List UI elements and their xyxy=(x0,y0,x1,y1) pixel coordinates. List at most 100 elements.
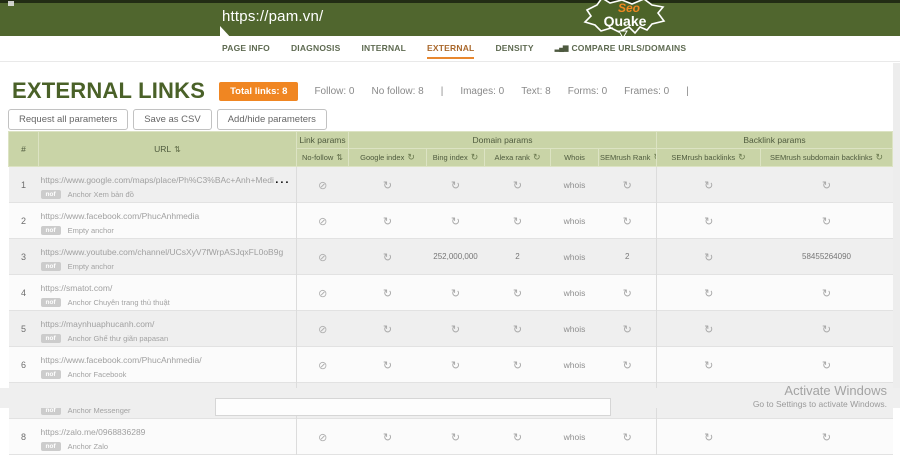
whois-link[interactable]: whois xyxy=(563,359,586,370)
refresh-icon[interactable]: ↻ xyxy=(512,359,523,372)
refresh-icon[interactable]: ↻ xyxy=(407,152,415,162)
whois-link[interactable]: whois xyxy=(563,431,586,442)
refresh-icon[interactable]: ↻ xyxy=(622,215,632,228)
column-header-semrush-subdomain-backlinks[interactable]: SEMrush subdomain backlinks ↻ xyxy=(759,148,894,167)
refresh-icon[interactable]: ↻ xyxy=(532,152,541,162)
whois-link[interactable]: whois xyxy=(563,179,586,190)
link-url[interactable]: https://www.youtube.com/channel/UCsXyV7f… xyxy=(40,247,284,257)
page-title: EXTERNAL LINKS xyxy=(12,78,206,103)
link-url[interactable]: https://www.facebook.com/PhucAnhmedia/ xyxy=(40,355,202,365)
refresh-icon[interactable]: ↻ xyxy=(821,179,832,192)
refresh-icon[interactable]: ↻ xyxy=(821,323,832,336)
refresh-icon[interactable]: ↻ xyxy=(622,431,632,444)
refresh-icon[interactable]: ↻ xyxy=(622,179,632,192)
refresh-icon[interactable]: ↻ xyxy=(382,287,393,300)
row-number: 5 xyxy=(20,323,26,334)
refresh-icon[interactable]: ↻ xyxy=(382,323,393,336)
link-url[interactable]: https://maynhuaphucanh.com/ xyxy=(40,319,155,329)
whois-link[interactable]: whois xyxy=(563,215,586,226)
refresh-icon[interactable]: ↻ xyxy=(821,215,832,228)
refresh-icon[interactable]: ↻ xyxy=(382,251,393,264)
refresh-icon[interactable]: ↻ xyxy=(653,152,655,162)
param-cell: ↻ xyxy=(599,275,657,311)
refresh-icon[interactable]: ↻ xyxy=(382,179,393,192)
refresh-icon[interactable]: ↻ xyxy=(821,359,832,372)
link-url[interactable]: https://zalo.me/0968836289 xyxy=(40,427,146,437)
refresh-icon[interactable]: ↻ xyxy=(450,179,461,192)
tab-compare-urls-domains[interactable]: ▂▄▆ COMPARE URLS/DOMAINS xyxy=(555,38,687,59)
tab-label: PAGE INFO xyxy=(222,43,270,53)
url-cell: https://maynhuaphucanh.com/ nof Anchor G… xyxy=(39,311,297,347)
nofollow-icon: ⊘ xyxy=(318,431,328,444)
nofollow-icon: ⊘ xyxy=(318,251,328,264)
tab-label: DIAGNOSIS xyxy=(290,43,341,53)
sort-icon[interactable]: ⇅ xyxy=(174,145,181,154)
refresh-icon[interactable]: ↻ xyxy=(622,323,632,336)
refresh-icon[interactable]: ↻ xyxy=(704,287,714,300)
column-header-bing-index[interactable]: Bing index ↻ xyxy=(426,148,485,167)
link-anchor: Anchor Facebook xyxy=(67,370,127,379)
refresh-icon[interactable]: ↻ xyxy=(704,323,714,336)
whois-link[interactable]: whois xyxy=(563,323,586,334)
refresh-icon[interactable]: ↻ xyxy=(470,152,479,162)
refresh-icon[interactable]: ↻ xyxy=(821,287,832,300)
sort-icon[interactable]: ⇅ xyxy=(336,153,343,162)
tab-label: INTERNAL xyxy=(361,43,407,53)
param-cell: ↻ xyxy=(427,167,485,203)
refresh-icon[interactable]: ↻ xyxy=(450,323,461,336)
refresh-icon[interactable]: ↻ xyxy=(450,359,461,372)
whois-link[interactable]: whois xyxy=(563,251,586,262)
whois-link[interactable]: whois xyxy=(563,287,586,298)
param-cell: ↻ xyxy=(761,347,893,383)
link-url[interactable]: https://www.google.com/maps/place/Ph%C3%… xyxy=(40,175,293,185)
link-url[interactable]: https://www.facebook.com/PhucAnhmedia xyxy=(40,211,200,221)
refresh-icon[interactable]: ↻ xyxy=(382,215,393,228)
url-cell: https://www.facebook.com/PhucAnhmedia no… xyxy=(39,203,297,239)
param-cell: ⊘ xyxy=(296,310,349,347)
refresh-icon[interactable]: ↻ xyxy=(622,359,632,372)
tab-internal[interactable]: INTERNAL xyxy=(361,38,406,59)
param-value: 58455264090 xyxy=(802,252,851,261)
param-cell: ↻ xyxy=(599,311,657,347)
tab-page-info[interactable]: PAGE INFO xyxy=(222,38,270,59)
refresh-icon[interactable]: ↻ xyxy=(512,215,523,228)
refresh-icon[interactable]: ↻ xyxy=(512,287,523,300)
refresh-icon[interactable]: ↻ xyxy=(622,287,632,300)
add-hide-parameters-button[interactable]: Add/hide parameters xyxy=(216,109,327,130)
tab-external[interactable]: EXTERNAL xyxy=(427,38,475,59)
request-all-parameters-button[interactable]: Request all parameters xyxy=(8,109,129,130)
group-header-domain-params: Domain params xyxy=(348,131,657,149)
column-header-semrush-backlinks[interactable]: SEMrush backlinks ↻ xyxy=(656,148,761,167)
seoquake-logo: Seo Quake xyxy=(583,0,667,40)
scrollbar-track[interactable] xyxy=(893,63,900,388)
refresh-icon[interactable]: ↻ xyxy=(450,215,461,228)
refresh-icon[interactable]: ↻ xyxy=(704,431,714,444)
column-header-url[interactable]: URL ⇅ xyxy=(38,131,297,167)
column-header-google-index[interactable]: Google index ↻ xyxy=(348,148,427,167)
param-cell: ↻ xyxy=(427,275,485,311)
link-tag-badge: nof xyxy=(40,442,61,451)
column-header-alexa-rank[interactable]: Alexa rank ↻ xyxy=(484,148,551,167)
link-url[interactable]: https://smatot.com/ xyxy=(40,283,113,293)
column-header-semrush-rank[interactable]: SEMrush Rank↻ xyxy=(598,148,657,167)
refresh-icon[interactable]: ↻ xyxy=(704,359,714,372)
refresh-icon[interactable]: ↻ xyxy=(704,215,714,228)
refresh-icon[interactable]: ↻ xyxy=(382,359,393,372)
tab-density[interactable]: DENSITY xyxy=(495,38,533,59)
refresh-icon[interactable]: ↻ xyxy=(875,152,884,162)
param-cell: ↻ xyxy=(656,418,761,455)
refresh-icon[interactable]: ↻ xyxy=(704,251,714,264)
refresh-icon[interactable]: ↻ xyxy=(512,323,523,336)
refresh-icon[interactable]: ↻ xyxy=(512,431,523,444)
refresh-icon[interactable]: ↻ xyxy=(450,287,461,300)
refresh-icon[interactable]: ↻ xyxy=(821,431,832,444)
refresh-icon[interactable]: ↻ xyxy=(382,431,393,444)
save-as-csv-button[interactable]: Save as CSV xyxy=(133,109,212,130)
tab-diagnosis[interactable]: DIAGNOSIS xyxy=(291,38,341,59)
column-header-no-follow[interactable]: No-follow ⇅ xyxy=(296,148,349,167)
param-cell: ↻ xyxy=(599,419,657,455)
refresh-icon[interactable]: ↻ xyxy=(512,179,523,192)
refresh-icon[interactable]: ↻ xyxy=(738,152,746,162)
refresh-icon[interactable]: ↻ xyxy=(450,431,461,444)
refresh-icon[interactable]: ↻ xyxy=(704,179,714,192)
